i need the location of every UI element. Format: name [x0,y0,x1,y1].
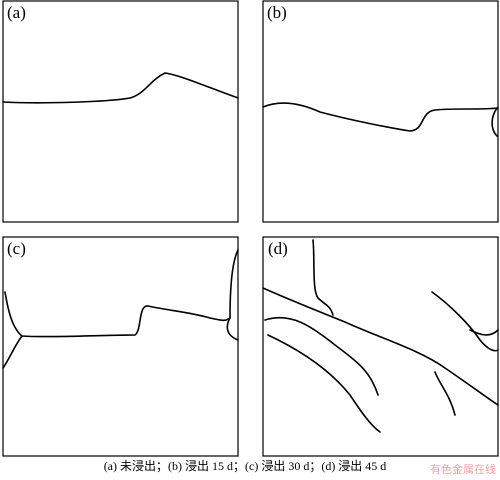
crack [312,239,334,316]
panel-frame [262,0,499,223]
crack [469,329,499,336]
crack [431,291,499,352]
crack [491,107,498,137]
watermark: 有色金属在线 [430,462,496,476]
crack [2,72,239,104]
panel-b: (b) [262,0,499,223]
crack [264,316,379,396]
caption: (a) 未浸出；(b) 浸出 15 d；(c) 浸出 30 d；(d) 浸出 4… [104,459,387,473]
panel-label: (c) [7,239,26,258]
panel-label: (d) [268,239,288,258]
crack [434,371,456,416]
crack [262,102,499,132]
panel-frame [2,236,239,457]
crack [262,287,499,406]
panel-frame [262,236,499,457]
panel-a: (a) [2,0,239,223]
panel-frame [2,0,239,223]
panel-c: (c) [2,236,239,457]
crack [2,335,23,369]
crack [229,249,239,319]
panel-label: (a) [7,3,26,22]
panel-d: (d) [262,236,499,457]
panel-label: (b) [267,3,287,22]
crack [267,334,381,433]
